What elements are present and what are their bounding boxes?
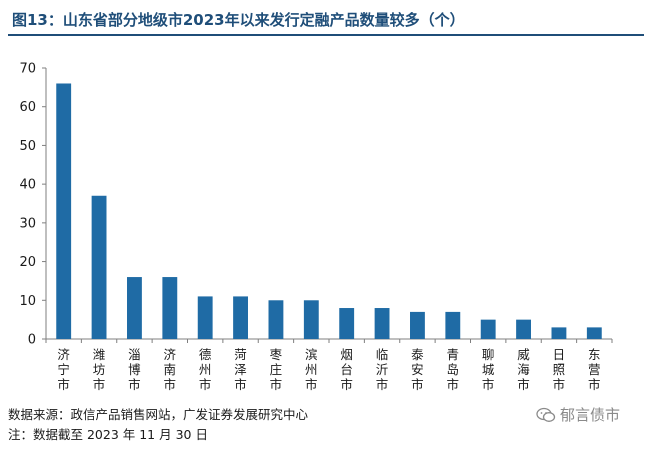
x-tick-label: 济宁市 — [57, 347, 70, 392]
watermark: 郁言债市 — [536, 404, 620, 425]
chart-title: 图13：山东省部分地级市2023年以来发行定融产品数量较多（个） — [12, 11, 465, 29]
x-tick-label: 泰安市 — [411, 347, 424, 392]
x-tick-label: 东营市 — [588, 347, 601, 392]
x-tick-label: 聊城市 — [482, 347, 495, 392]
date-note: 注：数据截至 2023 年 11 月 30 日 — [8, 427, 208, 442]
x-tick-label: 日照市 — [553, 347, 566, 392]
bar — [516, 319, 531, 339]
bar-chart: 0 10 20 30 40 50 60 70 济宁市 潍坊市 淄博市 济南市 德州市 菏泽市 枣庄市 滨州市 烟… — [19, 62, 613, 392]
x-tick-label: 临沂市 — [376, 347, 389, 392]
x-tick-label: 枣庄市 — [270, 347, 283, 392]
bar — [303, 300, 319, 339]
bar — [162, 277, 178, 339]
y-tick-label: 40 — [19, 178, 36, 193]
x-tick-label: 威海市 — [517, 347, 530, 392]
x-tick-label: 滨州市 — [305, 347, 318, 392]
bar — [339, 308, 355, 339]
bar — [233, 296, 248, 339]
title-bar: 图13：山东省部分地级市2023年以来发行定融产品数量较多（个） — [8, 6, 644, 32]
bar — [268, 300, 284, 339]
bar — [445, 311, 461, 339]
x-tick-label: 菏泽市 — [234, 347, 247, 392]
bar — [374, 308, 390, 339]
wechat-icon — [536, 407, 556, 422]
bar — [197, 296, 213, 339]
x-tick-label: 淄博市 — [128, 347, 141, 392]
bar — [56, 83, 72, 339]
bar — [586, 327, 602, 339]
y-tick-label: 70 — [19, 62, 36, 77]
y-tick-label: 30 — [19, 216, 36, 231]
y-tick-label: 20 — [19, 255, 36, 270]
bar — [410, 311, 425, 339]
x-tick-label: 德州市 — [199, 347, 212, 392]
y-tick-label: 0 — [28, 333, 36, 348]
bar — [551, 327, 567, 339]
x-tick-label: 潍坊市 — [93, 347, 106, 392]
bar — [480, 319, 496, 339]
x-tick-label: 济南市 — [164, 347, 177, 392]
x-tick-label: 烟台市 — [340, 347, 353, 392]
source-note: 数据来源：政信产品销售网站，广发证券发展研究中心 — [8, 407, 309, 422]
bar — [91, 195, 107, 339]
y-tick-label: 50 — [19, 139, 36, 154]
y-tick-label: 60 — [19, 100, 36, 115]
x-tick-label: 青岛市 — [447, 347, 460, 392]
bar — [127, 277, 142, 339]
y-tick-label: 10 — [19, 294, 36, 309]
watermark-text: 郁言债市 — [560, 406, 621, 424]
title-divider — [8, 34, 644, 36]
